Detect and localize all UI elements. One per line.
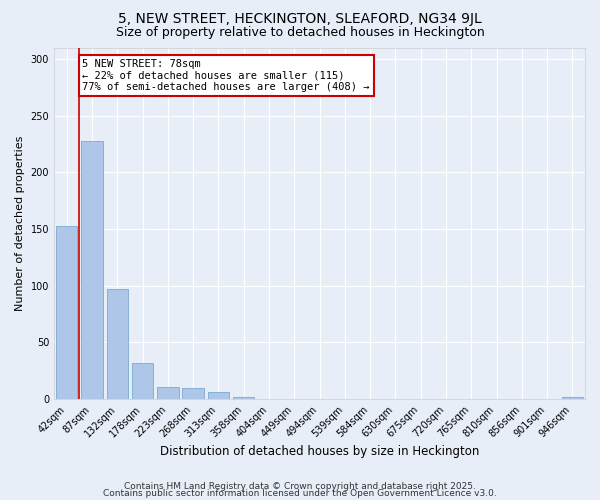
Bar <box>132 363 153 399</box>
Text: 5 NEW STREET: 78sqm
← 22% of detached houses are smaller (115)
77% of semi-detac: 5 NEW STREET: 78sqm ← 22% of detached ho… <box>82 59 370 92</box>
Bar <box>233 397 254 399</box>
X-axis label: Distribution of detached houses by size in Heckington: Distribution of detached houses by size … <box>160 444 479 458</box>
Bar <box>81 140 103 399</box>
Text: Contains HM Land Registry data © Crown copyright and database right 2025.: Contains HM Land Registry data © Crown c… <box>124 482 476 491</box>
Y-axis label: Number of detached properties: Number of detached properties <box>15 136 25 311</box>
Text: 5, NEW STREET, HECKINGTON, SLEAFORD, NG34 9JL: 5, NEW STREET, HECKINGTON, SLEAFORD, NG3… <box>118 12 482 26</box>
Text: Size of property relative to detached houses in Heckington: Size of property relative to detached ho… <box>116 26 484 39</box>
Bar <box>562 397 583 399</box>
Bar <box>56 226 77 399</box>
Bar <box>208 392 229 399</box>
Bar <box>157 386 179 399</box>
Bar <box>107 289 128 399</box>
Bar <box>182 388 204 399</box>
Text: Contains public sector information licensed under the Open Government Licence v3: Contains public sector information licen… <box>103 490 497 498</box>
